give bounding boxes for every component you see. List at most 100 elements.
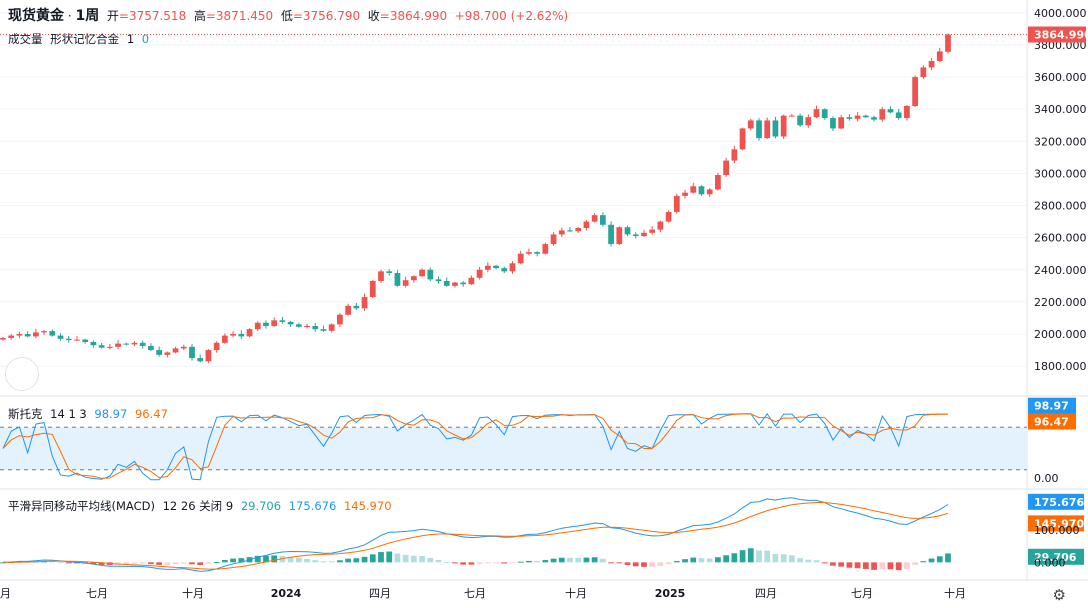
interval-label[interactable]: 1周 — [75, 8, 100, 24]
volume-name: 形状记忆合金 — [50, 32, 120, 46]
candle-body — [148, 346, 154, 351]
candle — [616, 226, 623, 246]
candle — [649, 226, 656, 235]
price-tick-label: 3400.000 — [1034, 103, 1087, 116]
macd-hist-bar — [673, 561, 680, 563]
candle-body — [221, 335, 228, 343]
candle — [805, 114, 812, 128]
price-tick-label: 4000.000 — [1034, 7, 1087, 20]
candle — [337, 313, 343, 327]
macd-hist-bar — [665, 562, 672, 565]
stoch-d-value: 96.47 — [134, 407, 168, 421]
candle-body — [419, 269, 425, 277]
candle-body — [369, 280, 376, 298]
candle — [361, 293, 368, 311]
macd-hist-bar — [320, 561, 327, 563]
candle-body — [328, 324, 335, 331]
scroll-to-realtime-button[interactable] — [5, 357, 39, 391]
candle — [715, 172, 721, 191]
candle-body — [772, 120, 779, 137]
candle-body — [476, 269, 483, 278]
macd-hist-bar — [756, 550, 762, 563]
candle — [353, 302, 360, 311]
macd-hist-bar — [230, 558, 236, 563]
macd-hist-bar — [583, 557, 590, 563]
price-tick-label: 3200.000 — [1034, 135, 1087, 148]
candle-body — [238, 333, 245, 337]
candle — [320, 325, 327, 332]
candle — [238, 330, 245, 339]
macd-hist-bar — [189, 562, 195, 565]
macd-hist-bar — [148, 562, 154, 565]
macd-hist-bar — [895, 562, 902, 571]
macd-hist-bar — [838, 562, 845, 567]
macd-tick-label: 100.000 — [1034, 524, 1080, 537]
candle-body — [558, 230, 565, 235]
volume-legend[interactable]: 成交量 形状记忆合金 1 0 — [8, 31, 153, 47]
candle-body — [484, 265, 491, 270]
time-axis-label: 2024 — [271, 587, 302, 600]
candle-body — [936, 51, 943, 62]
candle — [279, 316, 286, 324]
macd-line-value: 175.676 — [288, 499, 337, 513]
macd-hist-bar — [706, 558, 713, 563]
candle-body — [838, 117, 845, 129]
candle-body — [131, 342, 138, 345]
candle-body — [123, 343, 130, 345]
candle — [460, 280, 467, 287]
candle-body — [862, 115, 869, 118]
macd-hist-bar — [871, 562, 877, 570]
stoch-k-line — [2, 413, 949, 481]
macd-legend[interactable]: 平滑异同移动平均线(MACD) 12 26 关闭 9 29.706 175.67… — [8, 498, 396, 514]
candle-body — [254, 322, 261, 330]
candle-body — [501, 268, 508, 272]
macd-hist-bar — [846, 562, 853, 568]
price-tick-label: 3600.000 — [1034, 71, 1087, 84]
candle — [673, 193, 680, 214]
gear-icon[interactable]: ⚙ — [1052, 586, 1066, 604]
candle-body — [304, 325, 310, 327]
volume-value: 1 — [126, 32, 135, 46]
candle-body — [435, 279, 442, 281]
candle — [197, 354, 204, 363]
macd-hist-bar — [698, 558, 705, 563]
time-axis-label: 四月 — [755, 587, 777, 600]
open-label: 开 — [106, 9, 119, 23]
candle — [624, 225, 631, 237]
candle — [304, 323, 310, 329]
candles-group — [0, 33, 951, 364]
candle-body — [673, 195, 680, 212]
macd-hist-bar — [139, 562, 146, 564]
macd-hist-bar — [197, 562, 204, 566]
candle — [665, 210, 672, 223]
candle-body — [517, 253, 524, 264]
candle — [879, 106, 886, 123]
candle — [698, 185, 705, 197]
candle-body — [189, 346, 195, 359]
macd-hist-bar — [682, 559, 688, 563]
macd-hist-bar — [854, 562, 861, 569]
candle — [871, 115, 877, 122]
candle-body — [879, 109, 886, 120]
candle-body — [945, 34, 951, 52]
candle — [394, 270, 401, 287]
candle — [575, 227, 582, 233]
candle — [542, 242, 549, 255]
macd-params: 12 26 关闭 9 — [162, 499, 234, 513]
macd-hist-bar — [98, 562, 105, 565]
candle — [386, 269, 393, 276]
candle — [82, 338, 89, 344]
candle-body — [542, 244, 549, 254]
candle — [854, 112, 861, 122]
candle — [731, 145, 738, 164]
symbol-name[interactable]: 现货黄金 — [8, 8, 64, 24]
candle — [493, 264, 499, 270]
candle-body — [821, 109, 828, 119]
candle-body — [534, 252, 541, 254]
macd-hist-bar — [213, 562, 220, 564]
stoch-legend[interactable]: 斯托克 14 1 3 98.97 96.47 — [8, 406, 172, 422]
candle — [74, 336, 80, 342]
macd-hist-bar — [328, 561, 335, 563]
macd-hist-bar — [419, 555, 425, 563]
